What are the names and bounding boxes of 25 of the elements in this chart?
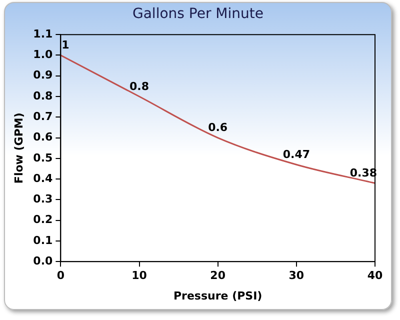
data-label: 0.6: [208, 121, 228, 134]
y-tick-label: 0.1: [33, 234, 53, 247]
y-tick-label: 0.2: [33, 213, 53, 226]
y-tick-label: 0.3: [33, 192, 53, 206]
chart-title: Gallons Per Minute: [132, 6, 264, 22]
x-tick-label: 20: [210, 269, 226, 282]
x-tick-label: 40: [367, 269, 383, 282]
x-tick-label: 10: [132, 269, 148, 282]
data-label: 0.47: [282, 148, 310, 161]
x-tick-label: 30: [288, 269, 304, 282]
y-tick-label: 0.6: [33, 130, 54, 144]
data-label: 1: [62, 38, 70, 52]
y-tick-label: 0.0: [33, 254, 54, 268]
y-tick-label: 0.7: [33, 110, 53, 124]
y-tick-label: 0.8: [33, 89, 53, 102]
y-tick-label: 0.5: [33, 151, 53, 164]
y-tick-label: 1.1: [33, 27, 53, 40]
y-tick-label: 1.0: [33, 48, 54, 62]
x-tick-label: 0: [56, 269, 65, 282]
data-label: 0.8: [130, 80, 150, 93]
x-axis-title: Pressure (PSI): [173, 289, 262, 302]
y-tick-label: 0.4: [33, 172, 54, 185]
y-tick-label: 0.9: [33, 68, 53, 82]
line-series: [60, 54, 375, 184]
y-axis-title: Flow (GPM): [12, 112, 26, 184]
